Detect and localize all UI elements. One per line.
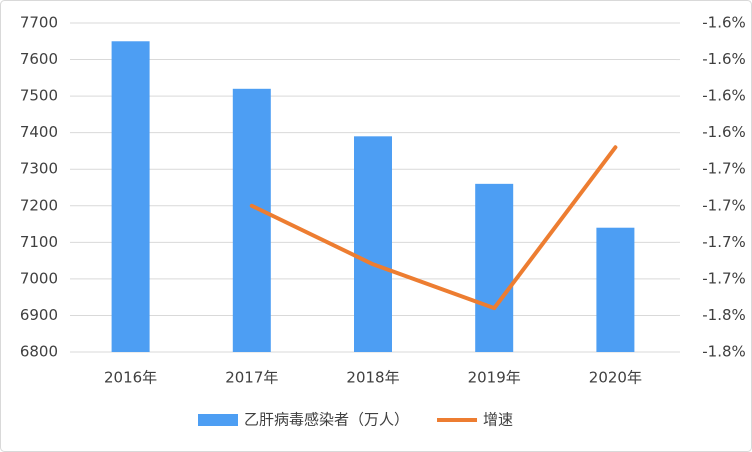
y2-tick-label: -1.8% — [702, 343, 746, 361]
bar — [596, 227, 635, 352]
y-tick-label: 7300 — [20, 160, 58, 178]
y-tick-label: 7500 — [20, 87, 58, 105]
y-tick-label: 7100 — [20, 233, 58, 251]
y-tick-label: 7200 — [20, 196, 58, 214]
y-tick-label: 7600 — [20, 50, 58, 68]
y2-tick-label: -1.6% — [702, 14, 746, 32]
legend-swatch — [198, 414, 238, 426]
y-tick-label: 6800 — [20, 343, 58, 361]
y-tick-label: 6900 — [20, 306, 58, 324]
bar — [354, 136, 392, 352]
legend-label: 乙肝病毒感染者（万人） — [244, 411, 409, 429]
x-tick-label: 2017年 — [225, 369, 278, 387]
y2-tick-label: -1.7% — [702, 233, 746, 251]
y-tick-label: 7700 — [20, 14, 58, 32]
x-tick-label: 2016年 — [104, 369, 157, 387]
y2-tick-label: -1.8% — [702, 306, 746, 324]
y-tick-label: 7000 — [20, 269, 58, 287]
x-tick-label: 2019年 — [468, 369, 521, 387]
bar — [111, 41, 150, 353]
x-tick-label: 2018年 — [346, 369, 399, 387]
y2-tick-label: -1.6% — [702, 123, 746, 141]
y2-tick-label: -1.7% — [702, 160, 746, 178]
bar — [232, 88, 271, 353]
bar — [475, 183, 514, 352]
y2-tick-label: -1.6% — [702, 50, 746, 68]
y2-tick-label: -1.6% — [702, 87, 746, 105]
x-tick-label: 2020年 — [589, 369, 642, 387]
y2-tick-label: -1.7% — [702, 196, 746, 214]
legend-label: 增速 — [483, 411, 513, 429]
line — [249, 145, 618, 311]
y2-tick-label: -1.7% — [702, 269, 746, 287]
y-tick-label: 7400 — [20, 123, 58, 141]
